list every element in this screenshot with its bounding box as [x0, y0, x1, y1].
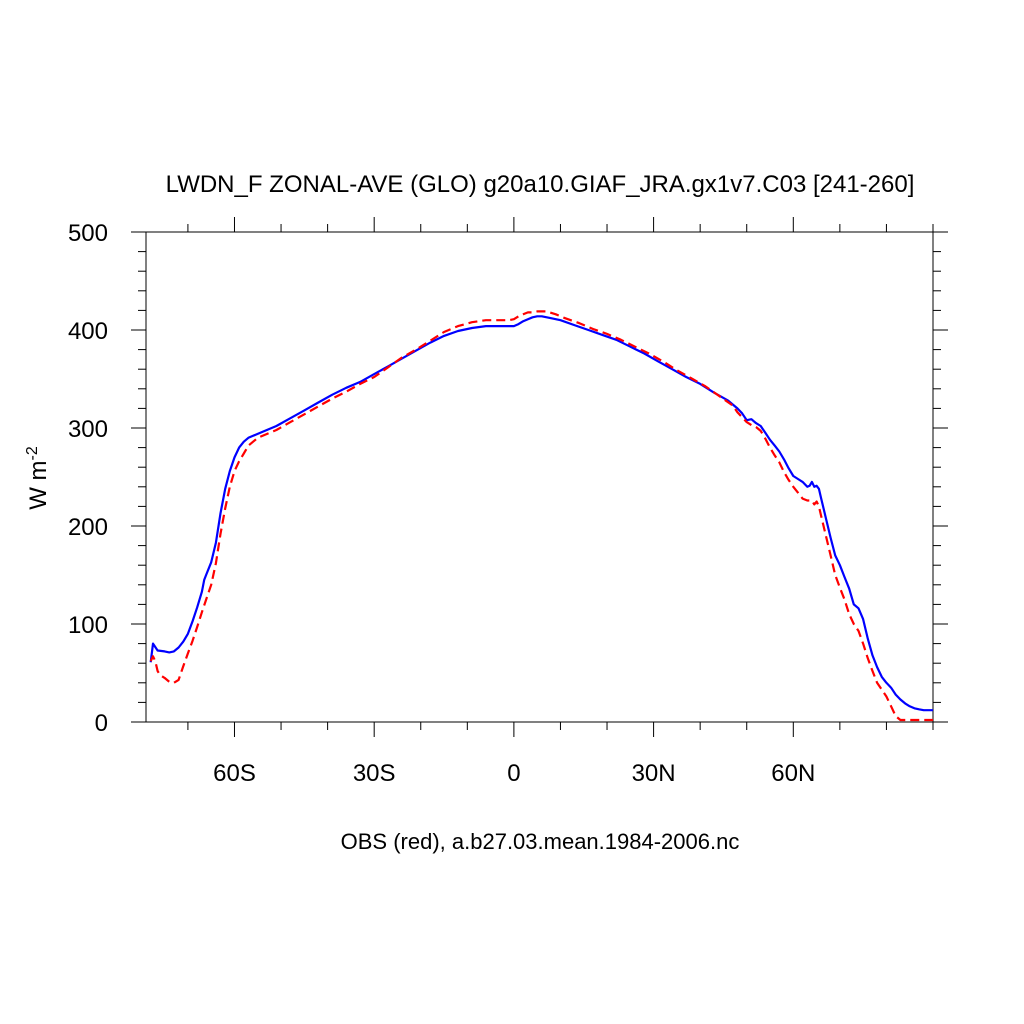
y-tick-label: 500 [68, 220, 108, 247]
y-axis-label-text: W m [25, 460, 52, 509]
x-tick-label: 30N [632, 760, 676, 787]
axes [131, 217, 948, 737]
y-tick-label: 200 [68, 514, 108, 541]
y-tick-label: 100 [68, 612, 108, 639]
series-line-1 [149, 310, 933, 722]
tick-labels: 0 100 200 300 400 500 60S 30S 0 30N 60N [68, 220, 815, 787]
series-layer [149, 310, 933, 722]
chart-title: LWDN_F ZONAL-AVE (GLO) g20a10.GIAF_JRA.g… [166, 171, 915, 198]
y-axis-label-superscript: -2 [24, 446, 41, 460]
x-tick-label: 0 [507, 760, 520, 787]
y-tick-label: 400 [68, 318, 108, 345]
x-tick-label: 60N [771, 760, 815, 787]
y-tick-label: 0 [95, 710, 108, 737]
series-line-0 [149, 315, 933, 712]
x-tick-label: 60S [213, 760, 256, 787]
y-axis-label: W m-2 [24, 446, 52, 510]
y-tick-label: 300 [68, 416, 108, 443]
plot-frame [145, 231, 934, 723]
x-tick-label: 30S [353, 760, 396, 787]
x-axis-label: OBS (red), a.b27.03.mean.1984-2006.nc [341, 829, 740, 854]
